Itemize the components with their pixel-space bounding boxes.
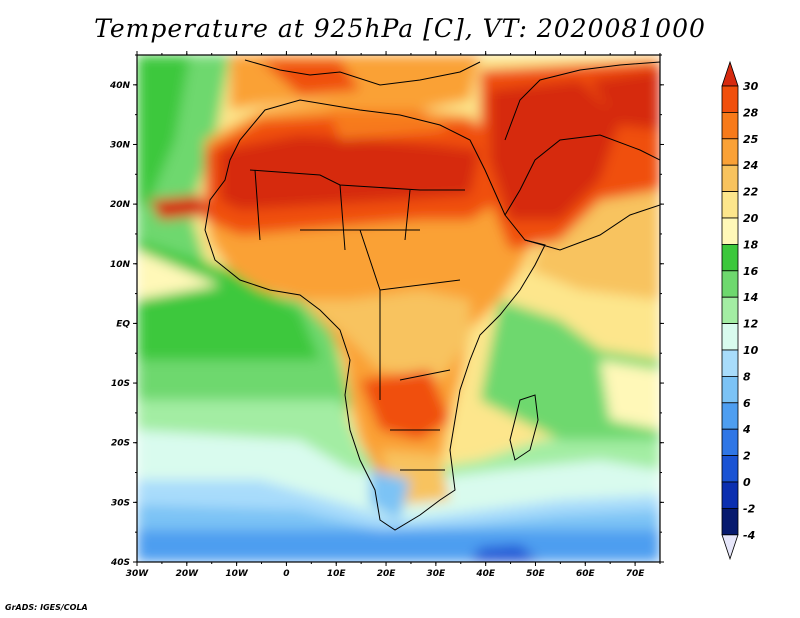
lat-label: 40S	[110, 558, 130, 568]
credit-label: GrADS: IGES/COLA	[5, 603, 88, 612]
lon-label: 20E	[377, 569, 397, 579]
colorbar-label: 28	[743, 106, 759, 119]
colorbar-label: 8	[743, 370, 751, 383]
colorbar-bottom-arrow	[721, 534, 739, 561]
colorbar-segment	[721, 349, 739, 377]
colorbar-label: 0	[743, 476, 751, 489]
lon-label: 10E	[327, 569, 347, 579]
colorbar-segment	[721, 191, 739, 219]
lon-label: 20W	[176, 569, 200, 579]
lon-label: 50E	[526, 569, 546, 579]
colorbar-segment	[721, 375, 739, 404]
lat-label: 40N	[109, 81, 131, 91]
colorbar-segment	[721, 270, 739, 298]
lat-label: 30S	[111, 498, 130, 508]
lon-label: 0	[283, 569, 289, 579]
colorbar-segment	[721, 296, 739, 325]
colorbar-label: 22	[743, 186, 759, 199]
lat-label: 30N	[110, 140, 131, 150]
colorbar-label: 30	[743, 80, 759, 93]
colorbar-segment	[721, 481, 739, 509]
lat-label: 20N	[110, 200, 131, 210]
colorbar-segment	[721, 323, 739, 351]
colorbar-segment	[721, 243, 739, 272]
colorbar-label: 16	[743, 265, 759, 278]
colorbar-label: 18	[743, 238, 759, 251]
colorbar-label: 6	[743, 397, 751, 410]
colorbar-segment	[721, 507, 739, 536]
colorbar-segment	[721, 402, 739, 430]
lat-label: 20S	[111, 439, 130, 449]
colorbar-label: -2	[743, 502, 756, 515]
lat-label: EQ	[116, 319, 130, 329]
lat-label: 10S	[111, 379, 130, 389]
colorbar-label: 24	[743, 159, 758, 172]
colorbar-label: 4	[742, 423, 751, 436]
colorbar-segment	[721, 164, 739, 192]
colorbar-label: 14	[743, 291, 758, 304]
colorbar-segment	[721, 455, 739, 483]
colorbar-segment	[721, 85, 739, 113]
lon-label: 40E	[475, 569, 496, 579]
coastlines	[204, 59, 660, 531]
colorbar-segment	[721, 138, 739, 166]
colorbar-label: 25	[743, 133, 759, 146]
lon-label: 30E	[427, 569, 447, 579]
colorbar-segment	[721, 112, 739, 140]
colorbar-label: 20	[743, 212, 759, 225]
colorbar-label: 12	[743, 318, 759, 331]
lon-label: 30W	[126, 569, 150, 579]
colorbar-segment	[721, 428, 739, 457]
colorbar-label: 10	[743, 344, 759, 357]
lon-label: 10W	[225, 569, 249, 579]
map-frame	[136, 54, 661, 563]
colorbar-label: -4	[743, 529, 755, 542]
lon-label: 60E	[576, 569, 596, 579]
colorbar-segment	[721, 217, 739, 245]
chart-title: Temperature at 925hPa [C], VT: 202008100…	[94, 14, 706, 43]
colorbar-top-arrow	[721, 60, 739, 87]
temperature-field	[137, 55, 660, 562]
colorbar-label: 2	[743, 450, 751, 463]
lat-label: 10N	[110, 260, 131, 270]
lon-label: 70E	[626, 569, 646, 579]
